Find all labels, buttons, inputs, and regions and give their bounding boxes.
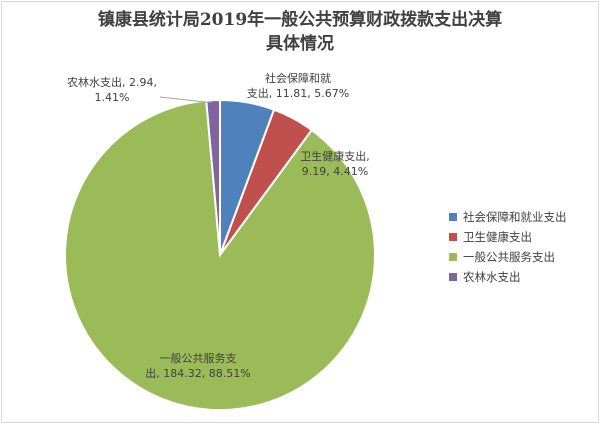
chart-title-line-2: 具体情况 [266, 34, 334, 54]
legend-swatch [449, 253, 457, 261]
legend-item-2: 卫生健康支出 [449, 227, 567, 247]
legend-label: 社会保障和就业支出 [463, 210, 567, 224]
legend-item-3: 一般公共服务支出 [449, 247, 567, 267]
legend-label: 卫生健康支出 [463, 230, 532, 244]
legend-swatch [449, 233, 457, 241]
legend-label: 农林水支出 [463, 270, 521, 284]
legend-item-1: 社会保障和就业支出 [449, 207, 567, 227]
legend-swatch [449, 273, 457, 281]
data-label-1: 社会保障和就支出, 11.81, 5.67% [247, 71, 349, 100]
chart-title-line-1: 镇康县统计局2019年一般公共预算财政拨款支出决算 [97, 10, 503, 30]
chart-title: 镇康县统计局2019年一般公共预算财政拨款支出决算 具体情况 [0, 8, 600, 56]
legend-label: 一般公共服务支出 [463, 250, 555, 264]
pie-slice-3 [64, 99, 376, 411]
chart-legend: 社会保障和就业支出 卫生健康支出一般公共服务支出 农林水支出 [449, 207, 567, 287]
data-label-2: 卫生健康支出, 9.19, 4.41% [300, 149, 370, 178]
data-label-4: 农林水支出, 2.94, 1.41% [67, 75, 157, 104]
legend-swatch [449, 213, 457, 221]
legend-item-4: 农林水支出 [449, 267, 567, 287]
pie-slice-4 [205, 98, 221, 256]
leader-line-4 [159, 96, 212, 103]
data-label-3: 一般公共服务支出, 184.32, 88.51% [145, 352, 250, 380]
